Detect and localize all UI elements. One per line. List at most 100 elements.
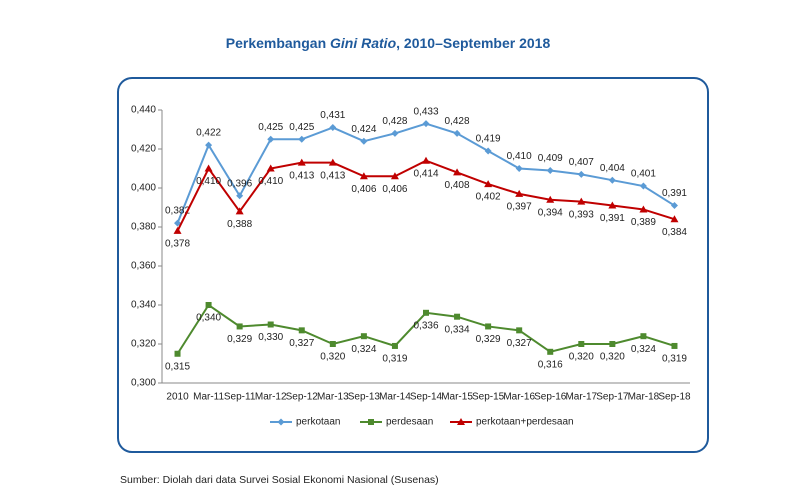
- data-label: 0,389: [631, 217, 656, 228]
- marker: [391, 342, 398, 349]
- data-label: 0,340: [196, 313, 221, 324]
- marker: [298, 327, 305, 334]
- y-tick-label: 0,320: [131, 339, 156, 350]
- marker: [453, 129, 461, 137]
- marker: [360, 333, 367, 340]
- data-label: 0,391: [600, 213, 625, 224]
- data-label: 0,316: [538, 359, 563, 370]
- marker: [328, 158, 337, 166]
- data-label: 0,433: [413, 106, 438, 117]
- data-label: 0,320: [569, 352, 594, 363]
- x-tick-label: Sep-17: [596, 392, 629, 403]
- marker: [578, 341, 585, 347]
- marker: [671, 342, 678, 349]
- x-tick-label: Mar-13: [317, 392, 349, 403]
- x-tick-label: Sep-15: [472, 392, 505, 403]
- data-label: 0,329: [227, 334, 252, 345]
- marker: [423, 309, 429, 316]
- marker: [515, 189, 524, 197]
- data-label: 0,428: [382, 116, 407, 127]
- marker: [546, 195, 555, 203]
- x-tick-label: Mar-12: [255, 392, 287, 403]
- marker: [639, 182, 647, 190]
- marker: [608, 201, 617, 209]
- data-label: 0,319: [382, 354, 407, 365]
- data-label: 0,409: [538, 153, 563, 164]
- marker: [547, 348, 554, 355]
- data-label: 0,327: [289, 338, 314, 349]
- x-tick-label: Sep-16: [534, 392, 567, 403]
- legend-marker: [457, 418, 465, 425]
- data-label: 0,424: [351, 124, 376, 135]
- data-label: 0,319: [662, 354, 687, 365]
- data-label: 0,425: [258, 122, 283, 133]
- title-part: Perkembangan: [226, 35, 330, 51]
- data-label: 0,413: [289, 170, 314, 181]
- x-tick-label: Mar-11: [193, 392, 224, 403]
- legend-label: perkotaan+perdesaan: [476, 417, 574, 428]
- marker: [174, 350, 181, 357]
- data-label: 0,428: [445, 116, 470, 127]
- x-tick-label: Sep-13: [348, 392, 381, 403]
- marker: [515, 165, 523, 172]
- data-label: 0,320: [600, 352, 625, 363]
- y-tick-label: 0,360: [131, 261, 156, 272]
- data-label: 0,384: [662, 227, 687, 238]
- data-label: 0,327: [507, 338, 532, 349]
- marker: [360, 137, 368, 145]
- marker: [235, 207, 244, 215]
- data-label: 0,404: [600, 163, 625, 174]
- marker: [205, 141, 213, 149]
- data-label: 0,413: [320, 170, 345, 181]
- marker: [484, 180, 493, 188]
- data-label: 0,410: [507, 151, 532, 162]
- data-label: 0,419: [476, 134, 501, 145]
- data-label: 0,408: [445, 180, 470, 191]
- legend-marker: [277, 418, 285, 426]
- x-tick-label: Mar-17: [565, 392, 597, 403]
- data-label: 0,315: [165, 361, 190, 372]
- data-label: 0,422: [196, 128, 221, 139]
- data-label: 0,401: [631, 169, 656, 180]
- data-label: 0,324: [351, 344, 376, 355]
- legend-label: perkotaan: [296, 417, 340, 428]
- title-part: Gini Ratio: [330, 35, 397, 51]
- data-label: 0,397: [507, 201, 532, 212]
- marker: [453, 168, 462, 176]
- marker: [329, 341, 336, 347]
- data-label: 0,407: [569, 157, 594, 168]
- marker: [454, 313, 461, 320]
- data-label: 0,336: [413, 320, 438, 331]
- marker: [670, 215, 679, 223]
- x-tick-label: Mar-18: [628, 392, 660, 403]
- marker: [577, 197, 586, 205]
- x-tick-label: Sep-18: [658, 392, 691, 403]
- marker: [639, 205, 648, 213]
- marker: [577, 170, 585, 178]
- x-tick-label: Mar-14: [379, 392, 411, 403]
- marker: [670, 202, 678, 210]
- y-tick-label: 0,420: [131, 144, 156, 155]
- marker: [422, 120, 430, 128]
- data-label: 0,425: [289, 122, 314, 133]
- marker: [516, 327, 523, 334]
- marker: [236, 323, 243, 330]
- y-tick-label: 0,440: [131, 105, 156, 116]
- data-label: 0,391: [662, 188, 687, 199]
- data-label: 0,330: [258, 332, 283, 343]
- data-label: 0,406: [351, 184, 376, 195]
- marker: [297, 158, 306, 166]
- marker: [390, 172, 399, 180]
- x-tick-label: Sep-12: [286, 392, 319, 403]
- marker: [640, 333, 647, 340]
- data-label: 0,406: [382, 184, 407, 195]
- y-tick-label: 0,340: [131, 300, 156, 311]
- marker: [422, 156, 430, 164]
- data-label: 0,334: [445, 324, 470, 335]
- marker: [236, 192, 244, 200]
- marker: [359, 172, 368, 180]
- x-tick-label: Mar-16: [503, 392, 535, 403]
- x-tick-label: Mar-15: [441, 392, 473, 403]
